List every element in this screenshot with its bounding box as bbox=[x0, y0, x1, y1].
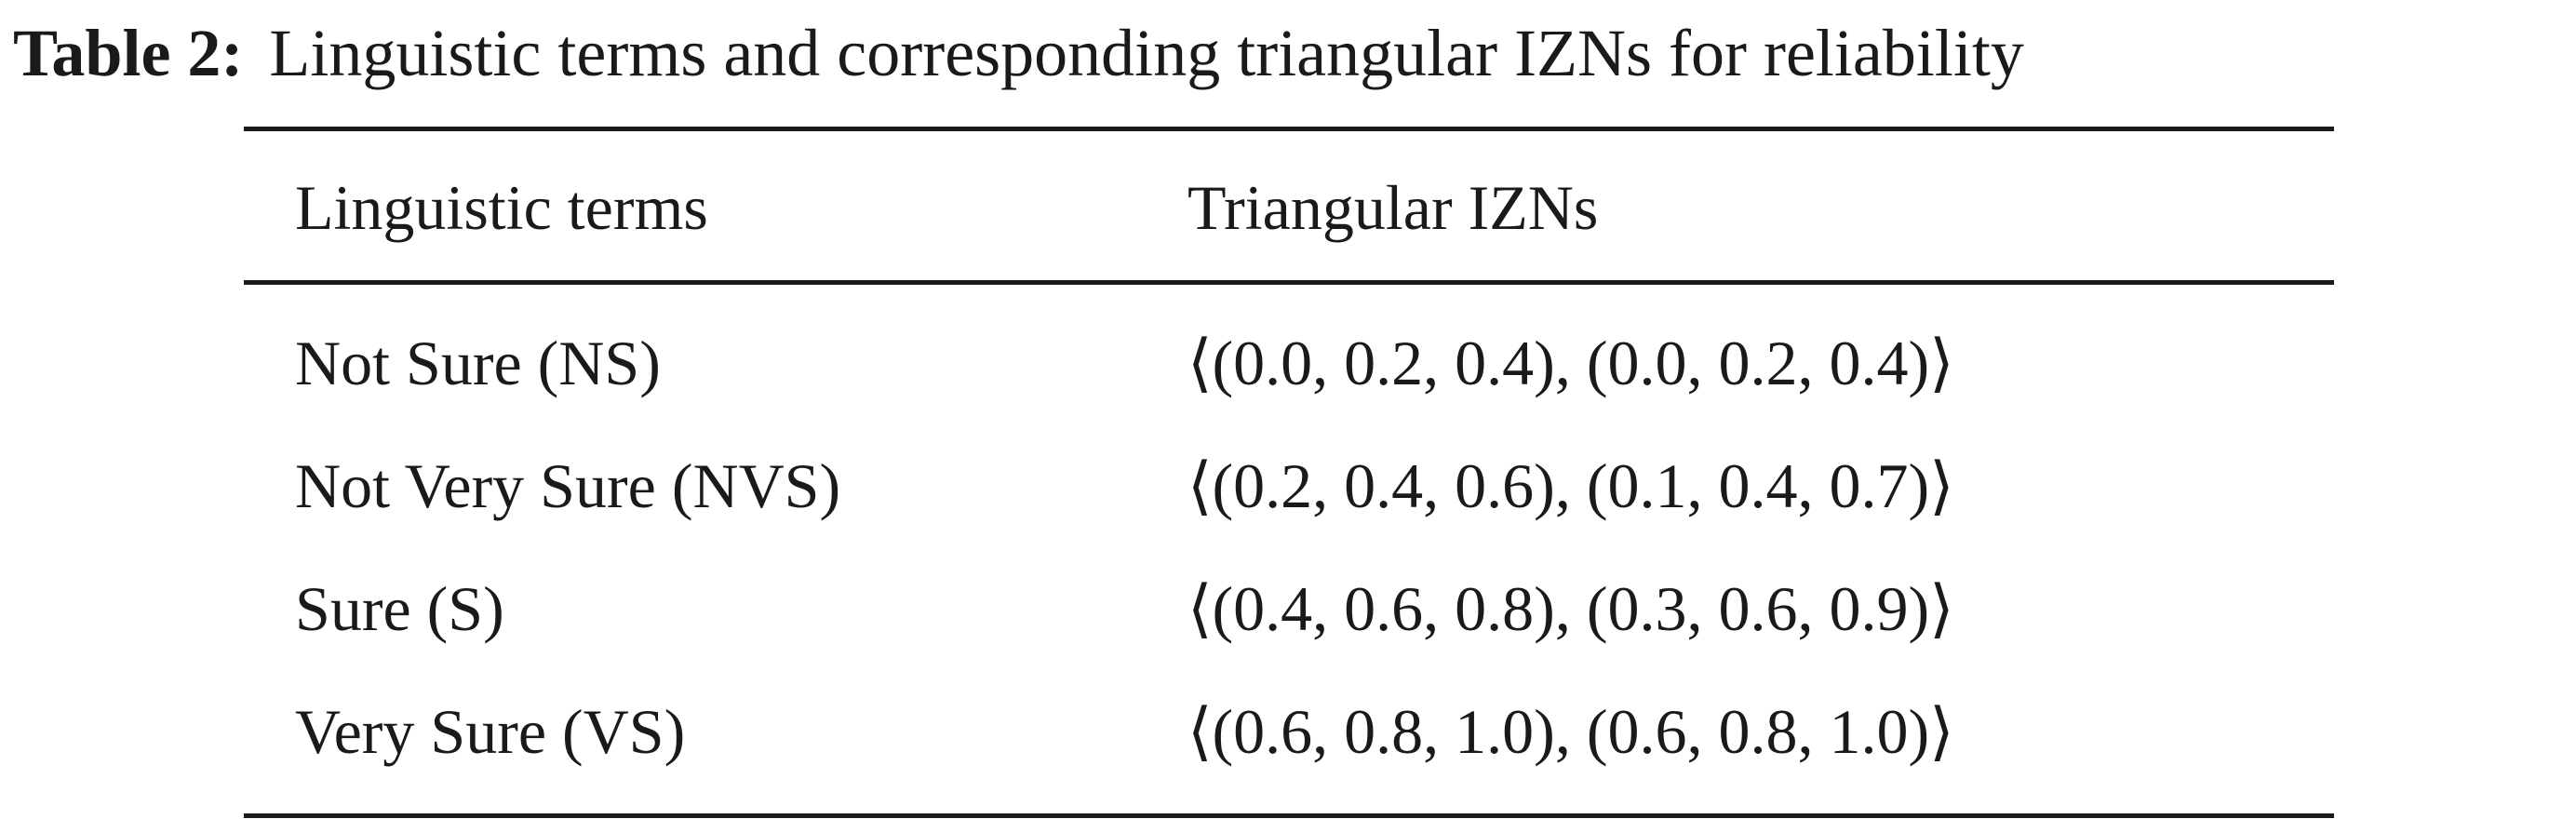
linguistic-term-cell: Not Very Sure (NVS) bbox=[295, 450, 841, 521]
table-header-row: Linguistic terms Triangular IZNs bbox=[244, 131, 2334, 280]
table-row: Not Sure (NS) ⟨(0.0, 0.2, 0.4), (0.0, 0.… bbox=[244, 307, 2334, 430]
linguistic-term-cell: Very Sure (VS) bbox=[295, 696, 686, 767]
table-body: Not Sure (NS) ⟨(0.0, 0.2, 0.4), (0.0, 0.… bbox=[244, 285, 2334, 813]
table-row: Very Sure (VS) ⟨(0.6, 0.8, 1.0), (0.6, 0… bbox=[244, 676, 2334, 799]
column-header-triangular-izns: Triangular IZNs bbox=[1187, 172, 1599, 243]
table-row: Not Very Sure (NVS) ⟨(0.2, 0.4, 0.6), (0… bbox=[244, 430, 2334, 553]
table-row: Sure (S) ⟨(0.4, 0.6, 0.8), (0.3, 0.6, 0.… bbox=[244, 553, 2334, 676]
linguistic-term-cell: Not Sure (NS) bbox=[295, 328, 661, 398]
top-rule bbox=[244, 127, 2334, 131]
izn-cell: ⟨(0.4, 0.6, 0.8), (0.3, 0.6, 0.9)⟩ bbox=[1187, 573, 1954, 644]
caption-label: Table 2: bbox=[13, 16, 244, 90]
table-caption: Table 2: Linguistic terms and correspondi… bbox=[13, 2, 2024, 104]
bottom-rule bbox=[244, 813, 2334, 818]
column-header-linguistic-terms: Linguistic terms bbox=[295, 172, 708, 243]
izn-cell: ⟨(0.2, 0.4, 0.6), (0.1, 0.4, 0.7)⟩ bbox=[1187, 450, 1954, 521]
caption-text: Linguistic terms and corresponding trian… bbox=[269, 16, 2024, 90]
izn-cell: ⟨(0.0, 0.2, 0.4), (0.0, 0.2, 0.4)⟩ bbox=[1187, 328, 1954, 398]
izn-cell: ⟨(0.6, 0.8, 1.0), (0.6, 0.8, 1.0)⟩ bbox=[1187, 696, 1954, 767]
linguistic-term-cell: Sure (S) bbox=[295, 573, 504, 644]
header-rule bbox=[244, 280, 2334, 285]
data-table: Linguistic terms Triangular IZNs Not Sur… bbox=[244, 127, 2334, 818]
